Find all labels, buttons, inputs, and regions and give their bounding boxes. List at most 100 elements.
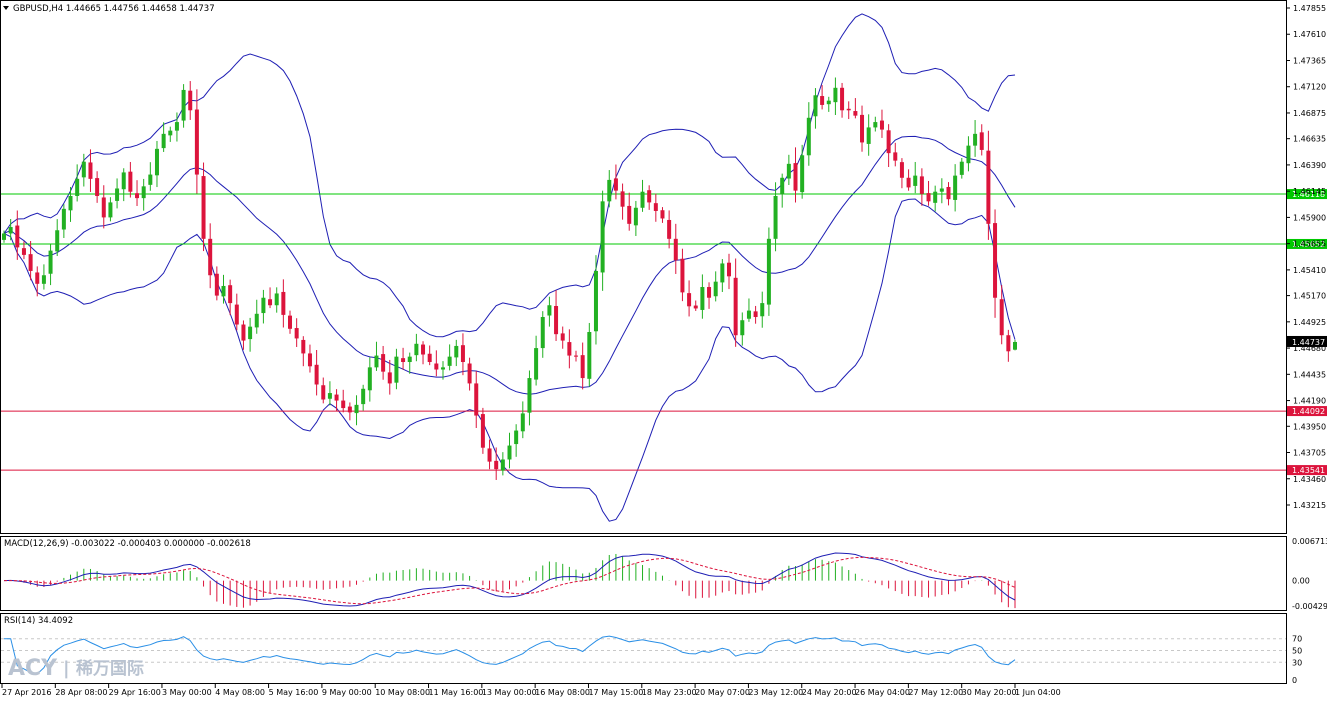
candle-body (726, 262, 731, 277)
candle-body (554, 305, 559, 335)
macd-indicator: 0.006713 0.00 -0.004296 (3, 537, 1327, 611)
time-tick-label: 4 May 08:00 (215, 688, 265, 697)
candle-body (846, 108, 851, 111)
candle-body (826, 100, 831, 105)
price-axis: 1.47855 1.47610 1.47365 1.47120 1.46875 1.466… (1286, 4, 1327, 510)
candle-body (128, 171, 133, 192)
macd-tick-label: -0.004296 (1292, 602, 1327, 611)
candle-body (254, 313, 259, 328)
candle-body (547, 305, 552, 316)
level-tag (1287, 465, 1327, 476)
candle-body (1013, 341, 1017, 350)
candle-body (221, 285, 226, 297)
price-tick-label: 1.44190 (1293, 397, 1326, 406)
candle-body (154, 148, 159, 176)
candle-body (75, 178, 80, 196)
candle-body (381, 354, 386, 372)
macd-tick-label: 0.00 (1292, 577, 1310, 586)
candle-body (999, 299, 1004, 336)
candle-body (268, 299, 273, 306)
acy-watermark-logo: ACY | 稀万国际 (8, 656, 144, 681)
candle-body (234, 304, 239, 325)
candle-body (307, 353, 312, 367)
price-tick-label: 1.47610 (1293, 30, 1326, 39)
candle-body (274, 293, 279, 306)
candle-body (394, 356, 399, 383)
level-tag (1287, 238, 1327, 249)
candle-body (840, 87, 845, 111)
candle-body (693, 305, 698, 309)
candle-body (21, 248, 26, 255)
candle-body (720, 263, 725, 283)
candle-body (161, 133, 166, 149)
macd-signal-line (4, 556, 1016, 605)
candle-body (201, 176, 206, 239)
candle-body (820, 96, 825, 105)
candle-body (135, 193, 140, 199)
price-tick-label: 1.47855 (1293, 4, 1326, 13)
svg-text:ACY: ACY (8, 656, 58, 681)
candle-body (188, 90, 193, 111)
candle-body (680, 258, 685, 293)
candle-body (600, 201, 605, 273)
candle-body (55, 230, 60, 252)
time-tick-label: 1 Jun 04:00 (1015, 688, 1061, 697)
time-tick-label: 23 May 12:00 (748, 688, 803, 697)
candle-body (707, 287, 712, 298)
candle-body (780, 177, 785, 195)
lower-band (3, 198, 1016, 522)
candle-body (979, 132, 984, 150)
rsi-tick-label: 70 (1292, 635, 1302, 644)
price-tick-label: 1.45900 (1293, 213, 1326, 222)
time-tick-label: 28 Apr 08:00 (55, 688, 107, 697)
time-tick-label: 27 May 12:00 (908, 688, 963, 697)
current-price-label: 1.44737 (1292, 338, 1325, 347)
candle-body (560, 333, 565, 341)
candle-body (713, 281, 718, 297)
level-label: 1.43541 (1292, 466, 1325, 475)
candle-body (281, 291, 286, 315)
rsi-tick-label: 0 (1292, 676, 1297, 685)
candle-body (68, 195, 73, 211)
candle-body (806, 117, 811, 156)
price-tick-label: 1.47365 (1293, 56, 1326, 65)
candle-body (434, 363, 439, 370)
price-panel (0, 0, 1287, 534)
candle-body (141, 186, 146, 199)
candle-body (248, 326, 253, 340)
time-tick-label: 24 May 20:00 (802, 688, 857, 697)
candle-body (813, 95, 818, 117)
candle-body (700, 287, 705, 310)
candle-body (101, 197, 106, 218)
candle-body (208, 238, 213, 276)
candle-body (387, 372, 392, 384)
candle-body (361, 388, 366, 405)
rsi-panel (0, 613, 1287, 684)
candle-body (660, 210, 665, 219)
candle-body (873, 122, 878, 128)
candle-body (148, 174, 153, 185)
time-tick-label: 29 Apr 16:00 (109, 688, 161, 697)
candle-body (341, 400, 346, 409)
candle-body (28, 254, 33, 271)
chart-menu-triangle-icon[interactable] (3, 6, 9, 10)
candle-body (374, 355, 379, 368)
candle-body (753, 311, 758, 318)
candlesticks (2, 77, 1017, 480)
svg-text:稀万国际: 稀万国际 (76, 658, 144, 679)
candle-body (833, 87, 838, 103)
candle-body (740, 320, 745, 336)
price-tick-label: 1.45655 (1293, 240, 1326, 249)
candle-body (214, 273, 219, 296)
rsi-title: RSI(14) 34.4092 (4, 616, 73, 626)
price-tick-label: 1.44925 (1293, 318, 1326, 327)
candle-body (939, 188, 944, 192)
candle-body (627, 205, 632, 224)
price-tick-label: 1.46635 (1293, 135, 1326, 144)
time-tick-label: 9 May 00:00 (322, 688, 372, 697)
candle-body (347, 406, 352, 413)
macd-tick-label: 0.006713 (1292, 537, 1327, 546)
candle-body (354, 404, 359, 414)
candle-body (926, 193, 931, 202)
